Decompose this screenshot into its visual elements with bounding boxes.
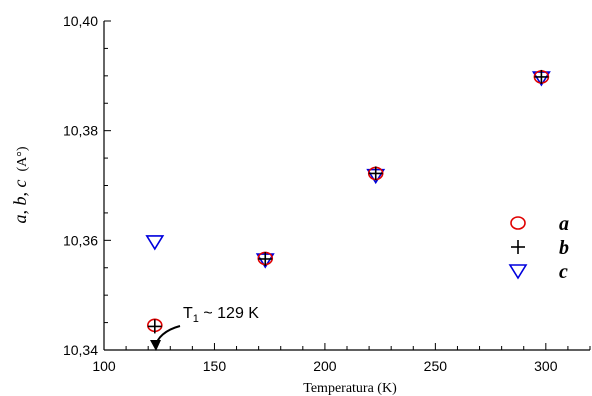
data-marks: [145, 69, 551, 334]
y-axis-title-unit: (A°): [15, 146, 30, 171]
x-axis-title: Temperatura (K): [303, 381, 397, 396]
annotation-value: ~ 129 K: [199, 305, 259, 322]
x-tick-label: 150: [203, 358, 227, 374]
annotation-symbol: T: [183, 305, 193, 322]
svg-text:a, b, c (A°): a, b, c (A°): [10, 146, 30, 223]
y-axis-title-vars: a, b, c: [10, 180, 30, 224]
legend-label-c: c: [559, 261, 568, 283]
legend-label-b: b: [559, 237, 569, 259]
series-b-point: [147, 319, 162, 334]
y-axis-title: a, b, c (A°): [10, 146, 30, 223]
y-tick-label: 10,38: [63, 123, 98, 139]
x-tick-label: 250: [424, 358, 448, 374]
y-tick-label: 10,36: [63, 232, 98, 248]
legend-label-a: a: [559, 213, 569, 235]
annotation-subscript: 1: [193, 313, 199, 325]
series-b-point: [258, 251, 273, 266]
legend-marker-c: [508, 264, 528, 280]
annotation-arrow-head: [150, 340, 161, 351]
series-c-point: [145, 235, 165, 251]
legend: abc: [508, 213, 569, 283]
legend-marker-a: [510, 216, 526, 230]
ticks: 100 150 200 250 300 10,34 10,36 10,38 10,40: [63, 13, 591, 374]
svg-text:T1 ~ 129 K: T1 ~ 129 K: [183, 305, 259, 325]
axes: [103, 21, 590, 351]
y-tick-label: 10,34: [63, 342, 98, 358]
transition-annotation: T1 ~ 129 K: [150, 305, 259, 351]
legend-marker-b: [511, 240, 525, 254]
x-tick-label: 100: [92, 358, 116, 374]
x-tick-label: 300: [534, 358, 558, 374]
series-b-point: [368, 166, 383, 181]
y-tick-label: 10,40: [63, 13, 98, 29]
series-b-point: [534, 69, 549, 84]
x-tick-label: 200: [313, 358, 337, 374]
